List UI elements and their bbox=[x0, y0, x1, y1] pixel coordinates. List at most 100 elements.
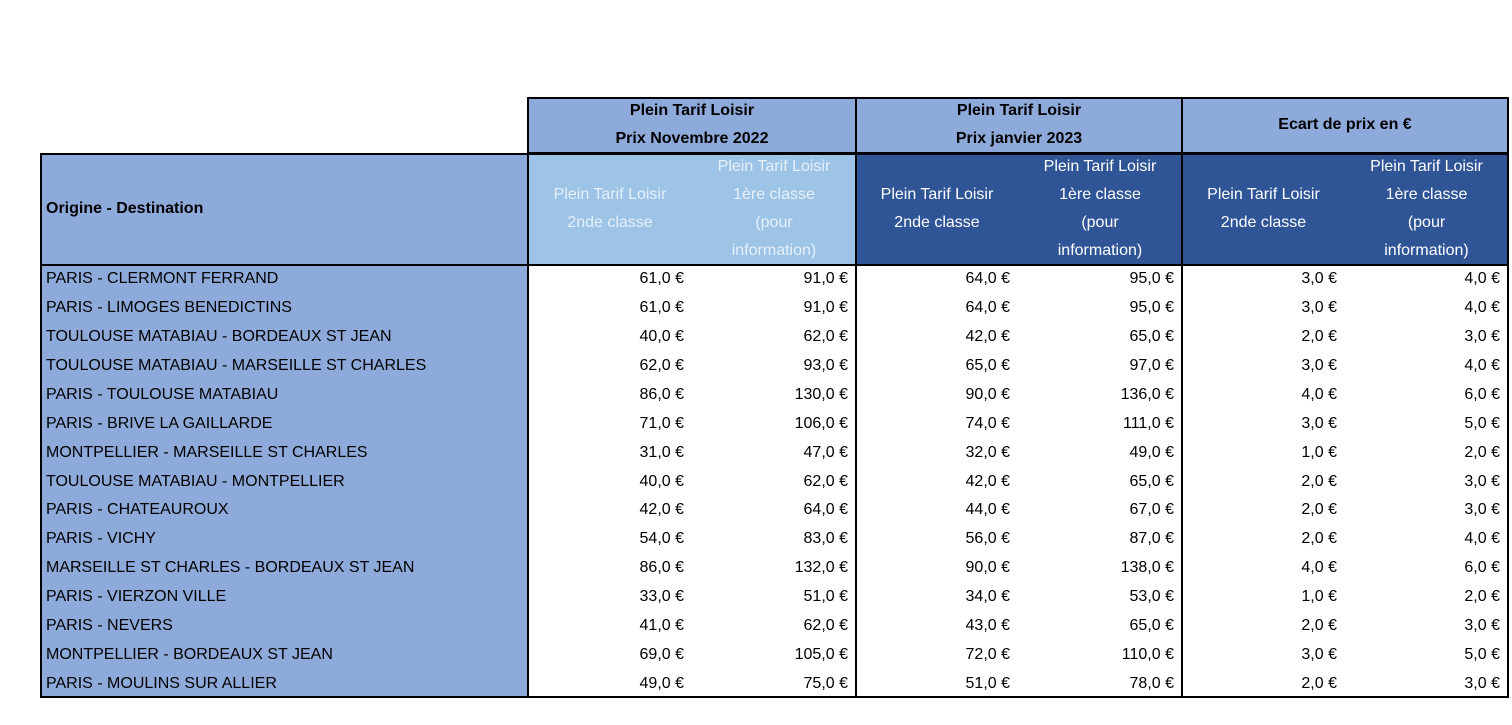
sub-header-line: information) bbox=[1057, 242, 1143, 259]
price: 2,0 € bbox=[1301, 530, 1337, 548]
price: 74,0 € bbox=[965, 414, 1010, 432]
price-cell: 43,0 € bbox=[856, 611, 1018, 641]
price-cell: 71,0 € bbox=[528, 409, 692, 439]
route: PARIS - VICHY bbox=[46, 530, 156, 548]
price: 62,0 € bbox=[803, 616, 848, 634]
price-cell: 62,0 € bbox=[528, 351, 692, 381]
sub-header-line: 1ère classe bbox=[1385, 186, 1468, 203]
price-cell: 3,0 € bbox=[1345, 322, 1508, 352]
price: 93,0 € bbox=[803, 357, 848, 375]
sub-header: Plein Tarif Loisir 1ère classe (pour inform… bbox=[1345, 153, 1508, 265]
price: 2,0 € bbox=[1464, 587, 1500, 605]
price-cell: 64,0 € bbox=[692, 495, 856, 525]
price: 32,0 € bbox=[965, 443, 1010, 461]
price-cell: 3,0 € bbox=[1182, 265, 1345, 294]
price: 2,0 € bbox=[1464, 443, 1500, 461]
price-cell: 91,0 € bbox=[692, 265, 856, 294]
price-cell: 53,0 € bbox=[1018, 582, 1182, 612]
sub-header: Plein Tarif Loisir 1ère classe (pour inform… bbox=[692, 153, 856, 265]
price: 1,0 € bbox=[1301, 443, 1337, 461]
sub-header-line: Plein Tarif Loisir bbox=[1370, 158, 1483, 175]
sub-header-line: Plein Tarif Loisir bbox=[1207, 186, 1320, 203]
price-cell: 75,0 € bbox=[692, 669, 856, 699]
price-cell: 86,0 € bbox=[528, 553, 692, 583]
price: 97,0 € bbox=[1129, 357, 1174, 375]
price: 4,0 € bbox=[1464, 530, 1500, 548]
price-cell: 2,0 € bbox=[1182, 611, 1345, 641]
price-cell: 91,0 € bbox=[692, 293, 856, 323]
price: 62,0 € bbox=[639, 357, 684, 375]
price: 65,0 € bbox=[1129, 328, 1174, 346]
price: 105,0 € bbox=[794, 645, 848, 663]
price-cell: 2,0 € bbox=[1182, 322, 1345, 352]
price-cell: 93,0 € bbox=[692, 351, 856, 381]
price-cell: 40,0 € bbox=[528, 322, 692, 352]
route: PARIS - MOULINS SUR ALLIER bbox=[46, 674, 277, 692]
sub-header-line: 1ère classe bbox=[1059, 186, 1141, 203]
price: 86,0 € bbox=[639, 559, 684, 577]
price-cell: 67,0 € bbox=[1018, 495, 1182, 525]
price: 2,0 € bbox=[1301, 472, 1337, 490]
price: 53,0 € bbox=[1129, 587, 1174, 605]
row-label: PARIS - MOULINS SUR ALLIER bbox=[40, 669, 528, 699]
row-label: PARIS - VIERZON VILLE bbox=[40, 582, 528, 612]
price-cell: 106,0 € bbox=[692, 409, 856, 439]
route: TOULOUSE MATABIAU - MONTPELLIER bbox=[46, 472, 345, 490]
group-header-line: Prix janvier 2023 bbox=[955, 130, 1083, 147]
price: 67,0 € bbox=[1129, 501, 1174, 519]
price-cell: 51,0 € bbox=[856, 669, 1018, 699]
price-cell: 90,0 € bbox=[856, 380, 1018, 410]
price-cell: 31,0 € bbox=[528, 438, 692, 468]
price-cell: 41,0 € bbox=[528, 611, 692, 641]
price: 65,0 € bbox=[1129, 616, 1174, 634]
price-cell: 6,0 € bbox=[1345, 553, 1508, 583]
group-header: Plein Tarif Loisir Prix Novembre 2022 bbox=[528, 97, 856, 153]
row-label: TOULOUSE MATABIAU - MARSEILLE ST CHARLES bbox=[40, 351, 528, 381]
price-cell: 64,0 € bbox=[856, 265, 1018, 294]
price: 2,0 € bbox=[1301, 616, 1337, 634]
price-cell: 138,0 € bbox=[1018, 553, 1182, 583]
price-cell: 3,0 € bbox=[1182, 351, 1345, 381]
price-cell: 2,0 € bbox=[1182, 495, 1345, 525]
sub-header-line: (pour bbox=[755, 214, 793, 231]
price: 42,0 € bbox=[639, 501, 684, 519]
price-cell: 111,0 € bbox=[1018, 409, 1182, 439]
price-cell: 87,0 € bbox=[1018, 524, 1182, 554]
price: 3,0 € bbox=[1301, 414, 1337, 432]
price-cell: 3,0 € bbox=[1182, 409, 1345, 439]
row-label: MONTPELLIER - BORDEAUX ST JEAN bbox=[40, 640, 528, 670]
price: 56,0 € bbox=[965, 530, 1010, 548]
price: 130,0 € bbox=[794, 385, 848, 403]
route: TOULOUSE MATABIAU - MARSEILLE ST CHARLES bbox=[46, 357, 427, 375]
price: 42,0 € bbox=[965, 328, 1010, 346]
price-cell: 32,0 € bbox=[856, 438, 1018, 468]
price-cell: 130,0 € bbox=[692, 380, 856, 410]
price-cell: 56,0 € bbox=[856, 524, 1018, 554]
column-header: Origine - Destination bbox=[46, 200, 204, 217]
price: 64,0 € bbox=[803, 501, 848, 519]
price-cell: 62,0 € bbox=[692, 322, 856, 352]
price: 95,0 € bbox=[1129, 270, 1174, 288]
price-cell: 97,0 € bbox=[1018, 351, 1182, 381]
price: 40,0 € bbox=[639, 328, 684, 346]
price: 4,0 € bbox=[1301, 385, 1337, 403]
route: PARIS - NEVERS bbox=[46, 616, 173, 634]
price-cell: 3,0 € bbox=[1182, 640, 1345, 670]
price-cell: 65,0 € bbox=[856, 351, 1018, 381]
row-label: PARIS - VICHY bbox=[40, 524, 528, 554]
price-cell: 110,0 € bbox=[1018, 640, 1182, 670]
price-cell: 4,0 € bbox=[1345, 524, 1508, 554]
price-cell: 42,0 € bbox=[856, 467, 1018, 496]
sub-header: Plein Tarif Loisir 1ère classe (pour inform… bbox=[1018, 153, 1182, 265]
price-cell: 49,0 € bbox=[528, 669, 692, 699]
route: PARIS - CLERMONT FERRAND bbox=[46, 270, 279, 288]
price-cell: 49,0 € bbox=[1018, 438, 1182, 468]
price: 69,0 € bbox=[639, 645, 684, 663]
row-label: PARIS - TOULOUSE MATABIAU bbox=[40, 380, 528, 410]
price: 86,0 € bbox=[639, 385, 684, 403]
price: 91,0 € bbox=[803, 270, 848, 288]
price: 65,0 € bbox=[1129, 472, 1174, 490]
sub-header-line: Plein Tarif Loisir bbox=[717, 158, 831, 175]
group-header-line: Plein Tarif Loisir bbox=[629, 102, 755, 119]
price: 3,0 € bbox=[1301, 299, 1337, 317]
